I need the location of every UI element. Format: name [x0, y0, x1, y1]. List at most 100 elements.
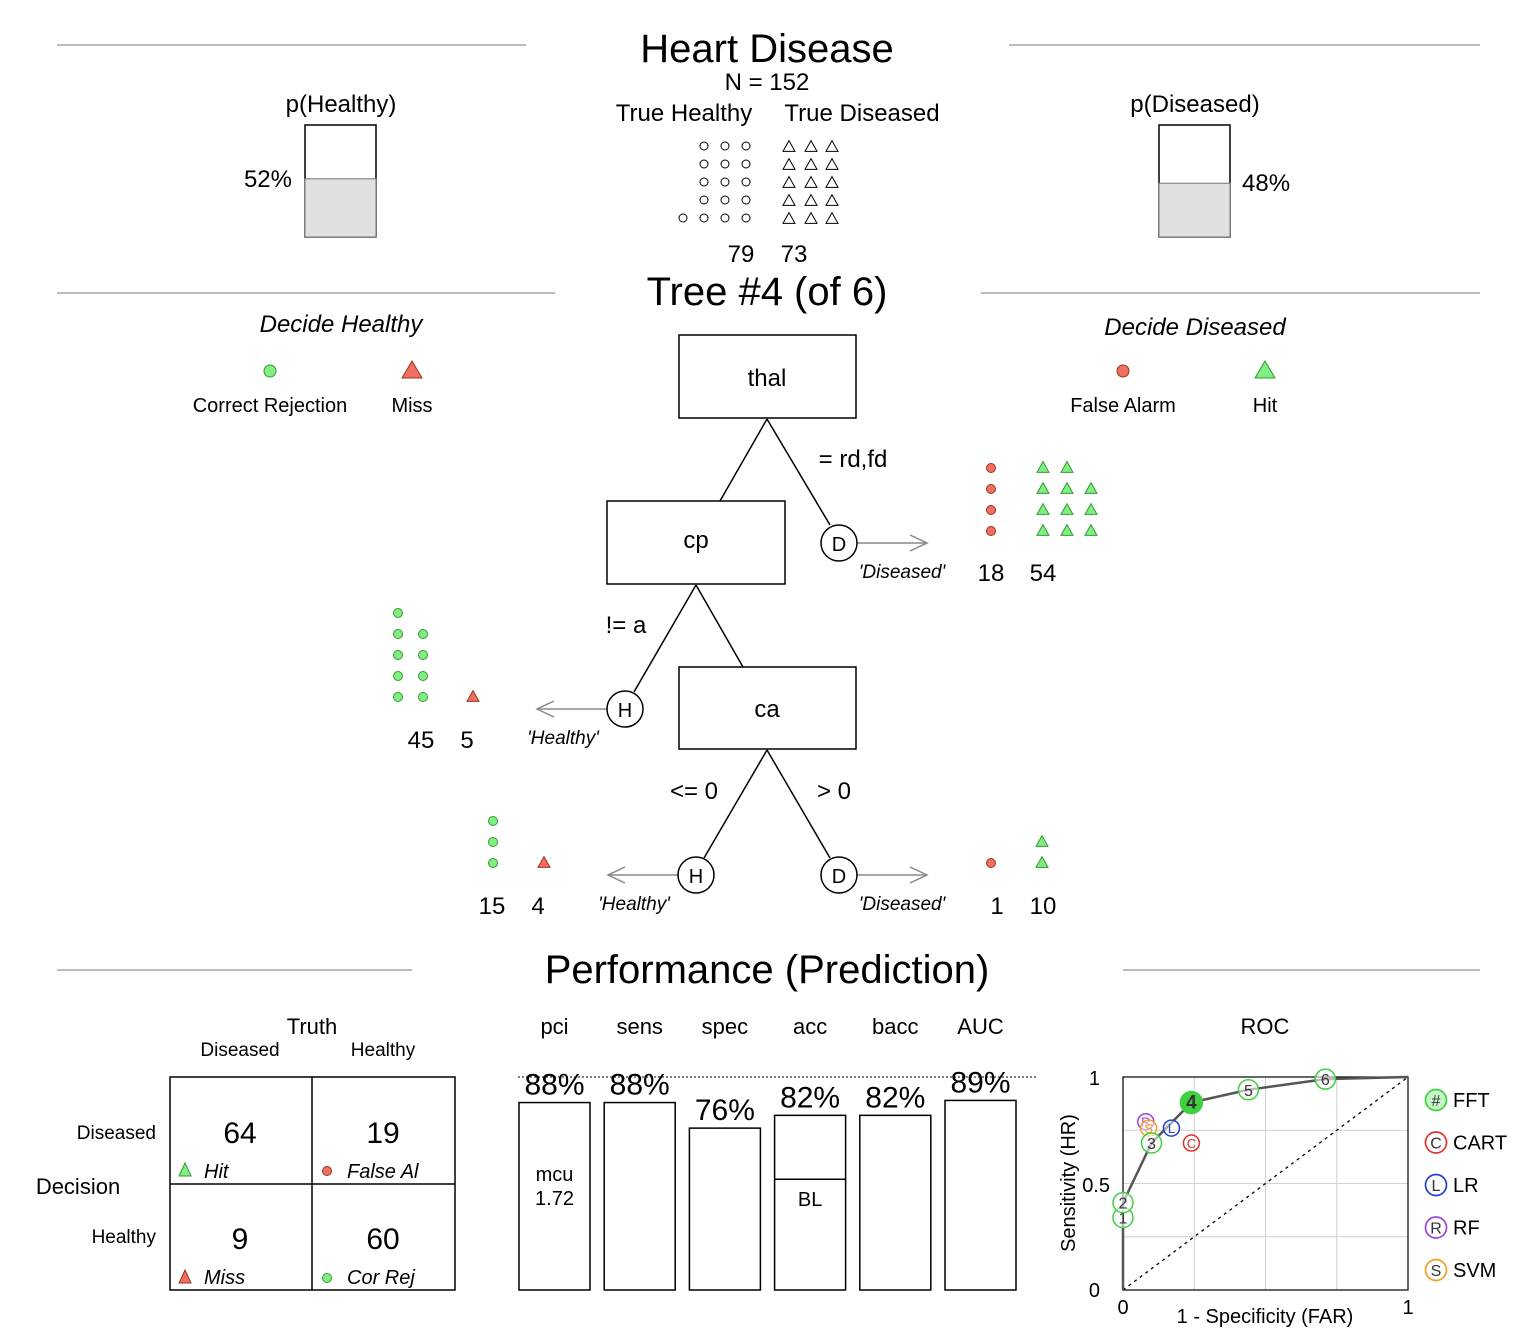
- metric-bar-spec: [688, 1127, 762, 1291]
- node-cp-box: [606, 500, 786, 585]
- diseased-case-icon: [782, 175, 796, 188]
- confusion-hit-label: Hit: [204, 1161, 230, 1183]
- tree-title: Tree #4 (of 6): [647, 270, 888, 314]
- metric-label-pci: pci: [540, 1014, 568, 1039]
- roc-legend-lr-symbol: L: [1432, 1178, 1441, 1195]
- exit-arrow-cp: [535, 700, 607, 718]
- false-alarm-case-icon: [986, 484, 996, 494]
- confusion-row-diseased: Diseased: [77, 1123, 156, 1144]
- roc-fft-point-4: [1179, 1090, 1204, 1115]
- healthy-case-icon: [741, 195, 751, 205]
- roc-x-tick-1: 1: [1402, 1297, 1413, 1319]
- legend-hit-icon: [1254, 360, 1276, 379]
- diseased-case-icon: [804, 211, 818, 224]
- correct-rejection-case-icon: [393, 629, 403, 639]
- miss-case-icon: [466, 689, 480, 702]
- roc-point-lr-label: L: [1168, 1121, 1175, 1136]
- prior-healthy-label: p(Healthy): [286, 91, 397, 118]
- prior-diseased-fill: [1158, 182, 1231, 238]
- hit-case-icon: [1036, 481, 1050, 494]
- false-alarm-case-icon: [986, 505, 996, 515]
- exit-node-ca-right: [820, 856, 858, 894]
- roc-point-cart-label: C: [1187, 1136, 1196, 1151]
- exit-ca-right-hit-icons: [1035, 834, 1049, 868]
- healthy-case-icon: [699, 195, 709, 205]
- exit-cp-correct-rejection-icons: [393, 608, 428, 702]
- healthy-case-icon: [699, 159, 709, 169]
- healthy-case-icon: [720, 195, 730, 205]
- roc-point-svm-label: S: [1144, 1121, 1153, 1136]
- roc-legend-svm-marker: [1424, 1258, 1448, 1282]
- confusion-decision-label: Decision: [36, 1174, 120, 1199]
- roc-fft-point-3: [1140, 1132, 1163, 1154]
- roc-legend-rf-label: RF: [1453, 1218, 1480, 1240]
- sample-size-label: N = 152: [725, 69, 810, 96]
- roc-y-tick-05: 0.5: [1082, 1175, 1110, 1197]
- metric-value-pci: 88%: [524, 1069, 584, 1102]
- roc-y-axis-label: Sensitivity (HR): [1058, 1114, 1080, 1252]
- node-thal-label: thal: [748, 365, 787, 392]
- prior-healthy-value: 52%: [244, 166, 292, 193]
- roc-fft-point-5-label: 5: [1244, 1083, 1253, 1100]
- correct-rejection-case-icon: [393, 692, 403, 702]
- exit-arrow-thal: [857, 534, 929, 552]
- metric-bar-auc: [944, 1099, 1017, 1291]
- decide-healthy-label: Decide Healthy: [260, 311, 425, 338]
- metric-label-spec: spec: [702, 1014, 748, 1039]
- diseased-case-icon: [825, 139, 839, 152]
- diseased-case-icon: [804, 139, 818, 152]
- correct-rejection-case-icon: [488, 837, 498, 847]
- exit-cp-correct-rejection-count: 45: [408, 727, 435, 754]
- roc-legend-cart-marker: [1424, 1131, 1448, 1154]
- correct-rejection-case-icon: [393, 671, 403, 681]
- roc-legend-lr-label: LR: [1453, 1175, 1479, 1197]
- branch-label-ca-right: > 0: [817, 778, 851, 805]
- diseased-case-icon: [782, 157, 796, 170]
- metric-bar-bacc: [859, 1114, 932, 1291]
- diseased-case-icon: [782, 139, 796, 152]
- exit-label-cp: 'Healthy': [527, 728, 600, 749]
- confusion-miss-label: Miss: [204, 1267, 245, 1289]
- branch-label-ca-left: <= 0: [670, 778, 718, 805]
- healthy-case-icon: [720, 213, 730, 223]
- mcu-label: mcu: [536, 1164, 574, 1186]
- healthy-case-icon: [678, 213, 688, 223]
- healthy-case-icon: [720, 141, 730, 151]
- roc-plot-frame: [1122, 1076, 1409, 1291]
- diseased-case-icon: [825, 211, 839, 224]
- exit-ca-left-miss-icons: [537, 855, 551, 868]
- healthy-case-icon: [699, 213, 709, 223]
- legend-false-alarm-label: False Alarm: [1070, 395, 1176, 417]
- confusion-col-diseased: Diseased: [200, 1040, 279, 1061]
- correct-rejection-case-icon: [418, 692, 428, 702]
- metric-label-bacc: bacc: [872, 1014, 918, 1039]
- exit-node-ca-left-letter: H: [689, 866, 703, 888]
- hit-case-icon: [1060, 460, 1074, 473]
- metric-value-bacc: 82%: [865, 1081, 925, 1114]
- roc-y-tick-0: 0: [1089, 1280, 1100, 1302]
- metric-label-auc: AUC: [957, 1014, 1004, 1039]
- hit-case-icon: [1084, 502, 1098, 515]
- roc-legend-svm-symbol: S: [1431, 1263, 1442, 1280]
- exit-ca-right-false-alarm-count: 1: [990, 893, 1003, 920]
- tree-connectors: [633, 418, 831, 859]
- diseased-case-icon: [782, 211, 796, 224]
- exit-node-ca-right-letter: D: [832, 866, 846, 888]
- roc-legend-rf-symbol: R: [1430, 1221, 1442, 1238]
- roc-fft-point-2: [1112, 1191, 1134, 1214]
- roc-legend-svm-label: SVM: [1453, 1260, 1496, 1282]
- roc-fft-point-4-label: 4: [1186, 1093, 1197, 1114]
- metric-value-auc: 89%: [950, 1066, 1010, 1099]
- hit-case-icon: [1036, 523, 1050, 536]
- exit-ca-right-false-alarm-icons: [986, 858, 996, 868]
- metric-value-sens: 88%: [610, 1069, 670, 1102]
- true-diseased-icon-array: [782, 139, 839, 224]
- exit-arrow-ca-right: [857, 866, 929, 884]
- diseased-case-icon: [782, 193, 796, 206]
- hit-case-icon: [1036, 502, 1050, 515]
- confusion-correct-rejection-icon: [322, 1273, 332, 1283]
- metric-value-spec: 76%: [695, 1094, 755, 1127]
- roc-legend-lr-marker: [1424, 1173, 1448, 1197]
- roc-fft-point-3-label: 3: [1147, 1136, 1156, 1153]
